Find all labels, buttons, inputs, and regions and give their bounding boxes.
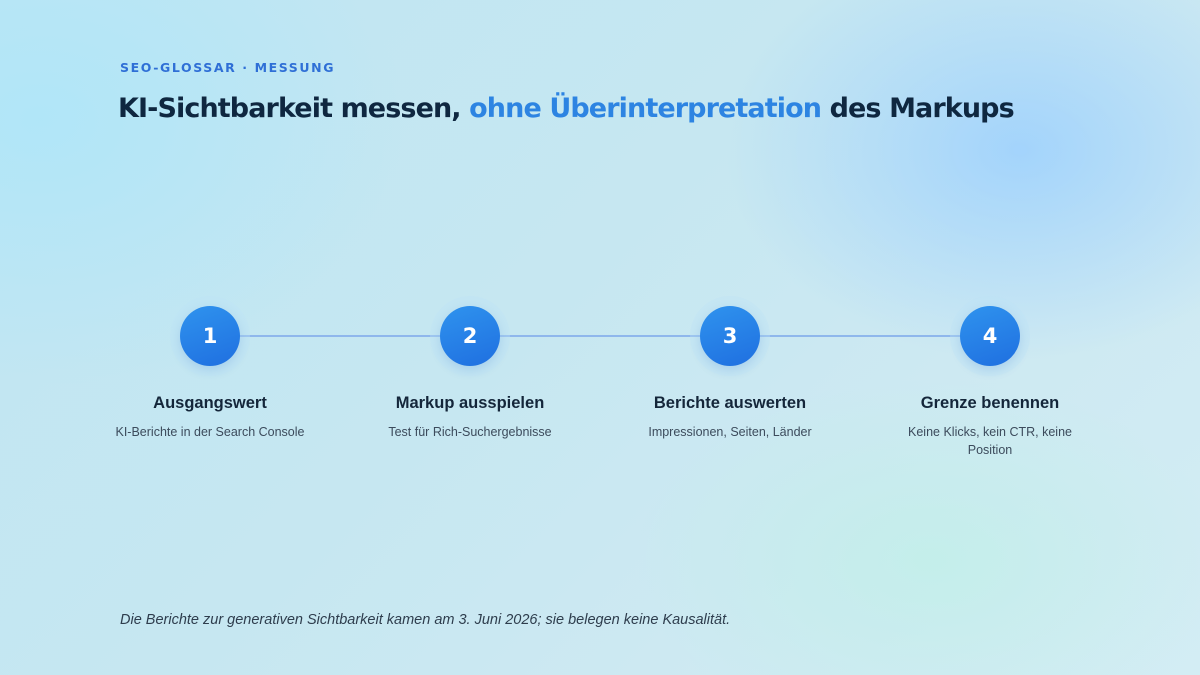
step-description: Test für Rich-Suchergebnisse	[388, 425, 552, 439]
step-number-badge: 4	[960, 306, 1020, 366]
step-2: 2 Markup ausspielen Test für Rich-Sucher…	[360, 306, 580, 441]
step-title: Berichte auswerten	[653, 394, 807, 412]
title-part-1: KI-Sichtbarkeit messen,	[118, 93, 470, 124]
page-title: KI-Sichtbarkeit messen, ohne Überinterpr…	[118, 93, 1015, 124]
step-description: KI-Berichte in der Search Console	[115, 425, 305, 439]
step-title: Ausgangswert	[153, 394, 267, 412]
step-description: Impressionen, Seiten, Länder	[648, 425, 812, 439]
timeline-connector-line	[210, 335, 990, 337]
step-title: Grenze benennen	[920, 394, 1060, 412]
footnote: Die Berichte zur generativen Sichtbarkei…	[120, 612, 731, 628]
step-number-badge: 2	[440, 306, 500, 366]
title-accent: ohne Überinterpretation	[469, 93, 822, 124]
step-number-badge: 1	[180, 306, 240, 366]
step-number-badge: 3	[700, 306, 760, 366]
title-part-2: des Markups	[821, 93, 1015, 124]
step-3: 3 Berichte auswerten Impressionen, Seite…	[620, 306, 840, 441]
step-4: 4 Grenze benennen Keine Klicks, kein CTR…	[880, 306, 1100, 459]
step-title: Markup ausspielen	[395, 394, 545, 412]
step-1: 1 Ausgangswert KI-Berichte in der Search…	[100, 306, 320, 441]
step-description: Keine Klicks, kein CTR, keine Position	[908, 425, 1072, 457]
kicker-label: SEO-GLOSSAR · MESSUNG	[120, 60, 336, 75]
